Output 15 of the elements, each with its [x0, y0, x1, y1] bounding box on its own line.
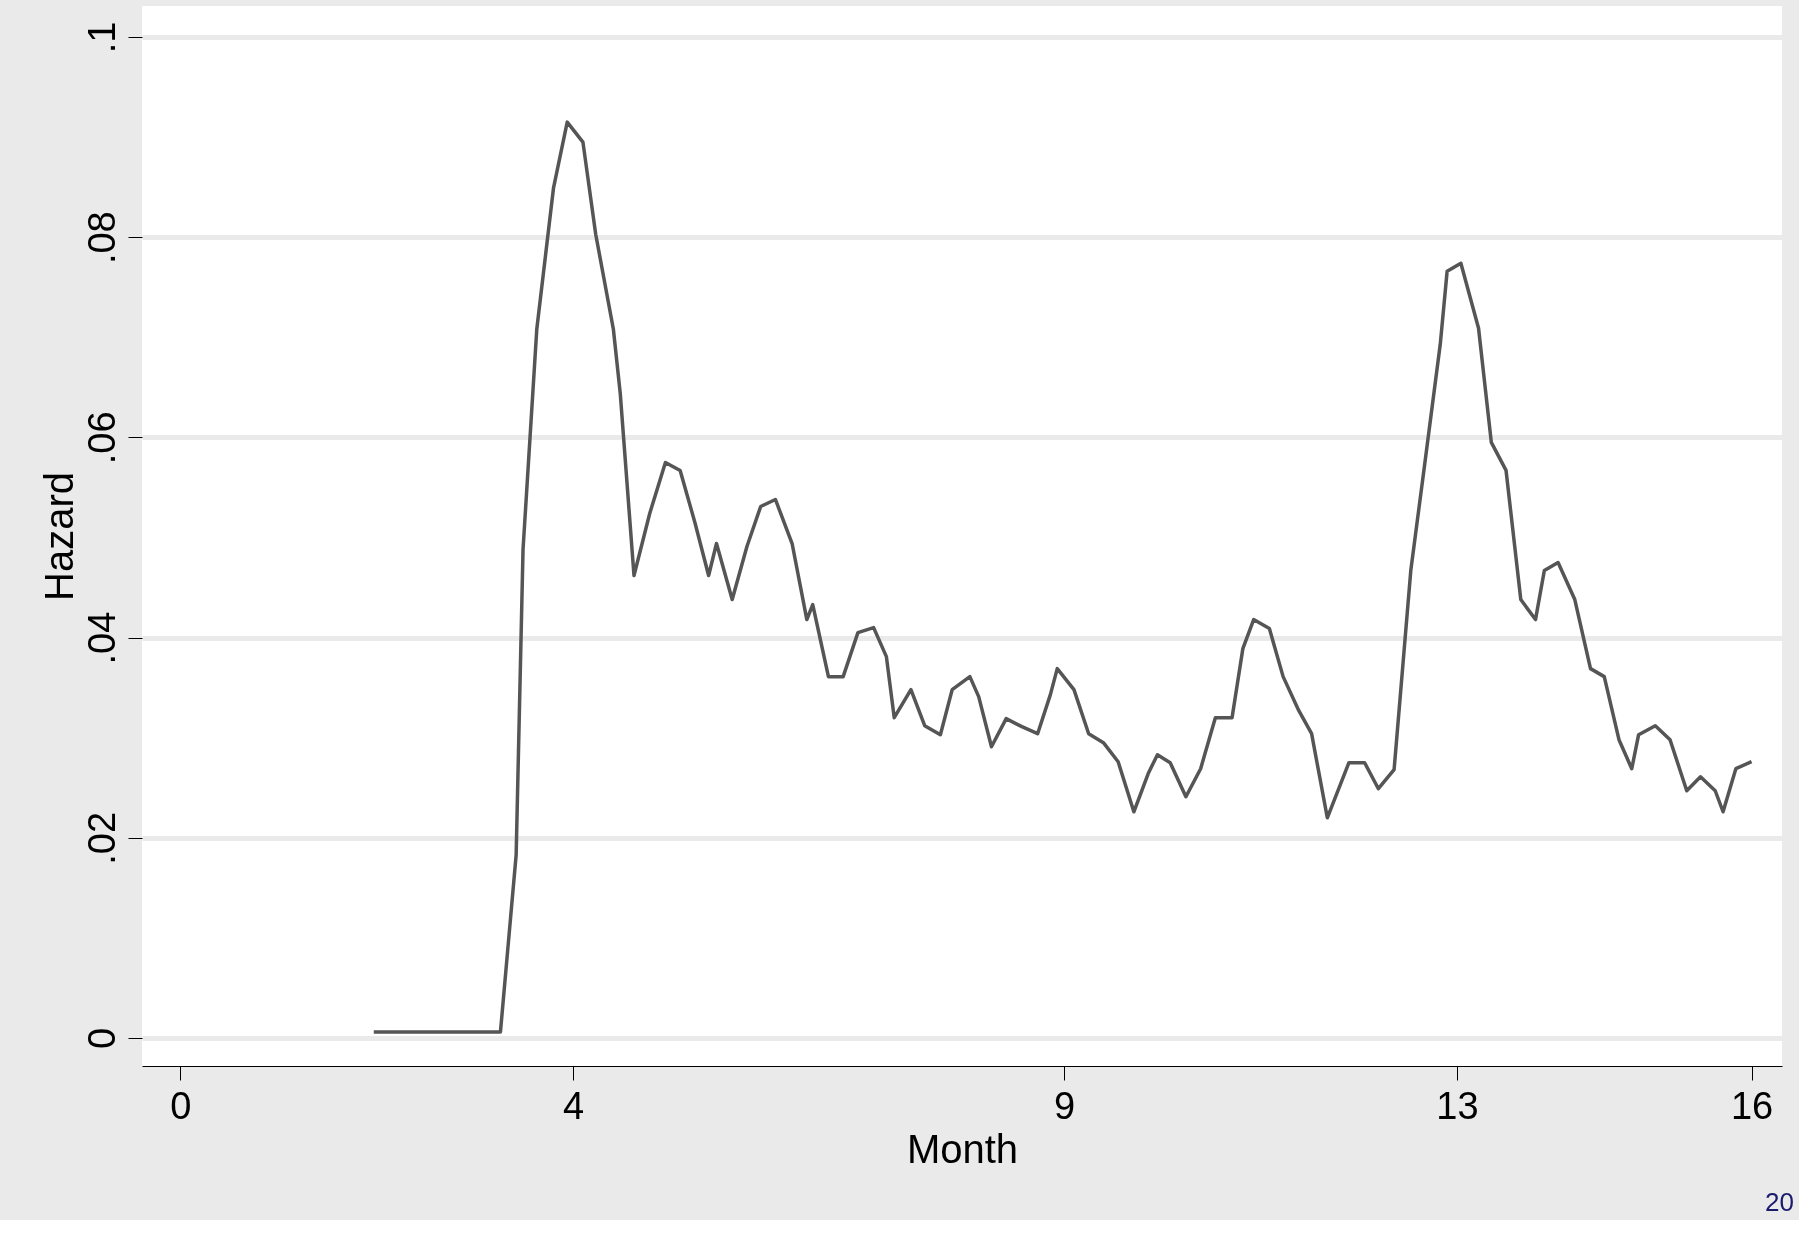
x-tick-label: 16 — [1730, 1084, 1774, 1127]
line-series — [372, 120, 1754, 1034]
x-tick-label: 4 — [563, 1084, 585, 1127]
y-tick-label: .04 — [80, 611, 123, 665]
x-tick-label: 9 — [1054, 1084, 1076, 1127]
y-tick-label: .02 — [80, 811, 123, 865]
x-tick-label: 0 — [170, 1084, 192, 1127]
text: 20 — [1765, 1187, 1794, 1217]
x-axis-title: Month — [906, 1126, 1019, 1171]
y-axis-title: Hazard — [36, 472, 81, 601]
y-tick-label: .1 — [80, 21, 123, 54]
x-tick-label: 13 — [1436, 1084, 1479, 1127]
y-tick-label: .08 — [80, 211, 123, 265]
y-tick-label: .06 — [80, 411, 123, 465]
y-tick-label: 0 — [80, 1027, 123, 1050]
